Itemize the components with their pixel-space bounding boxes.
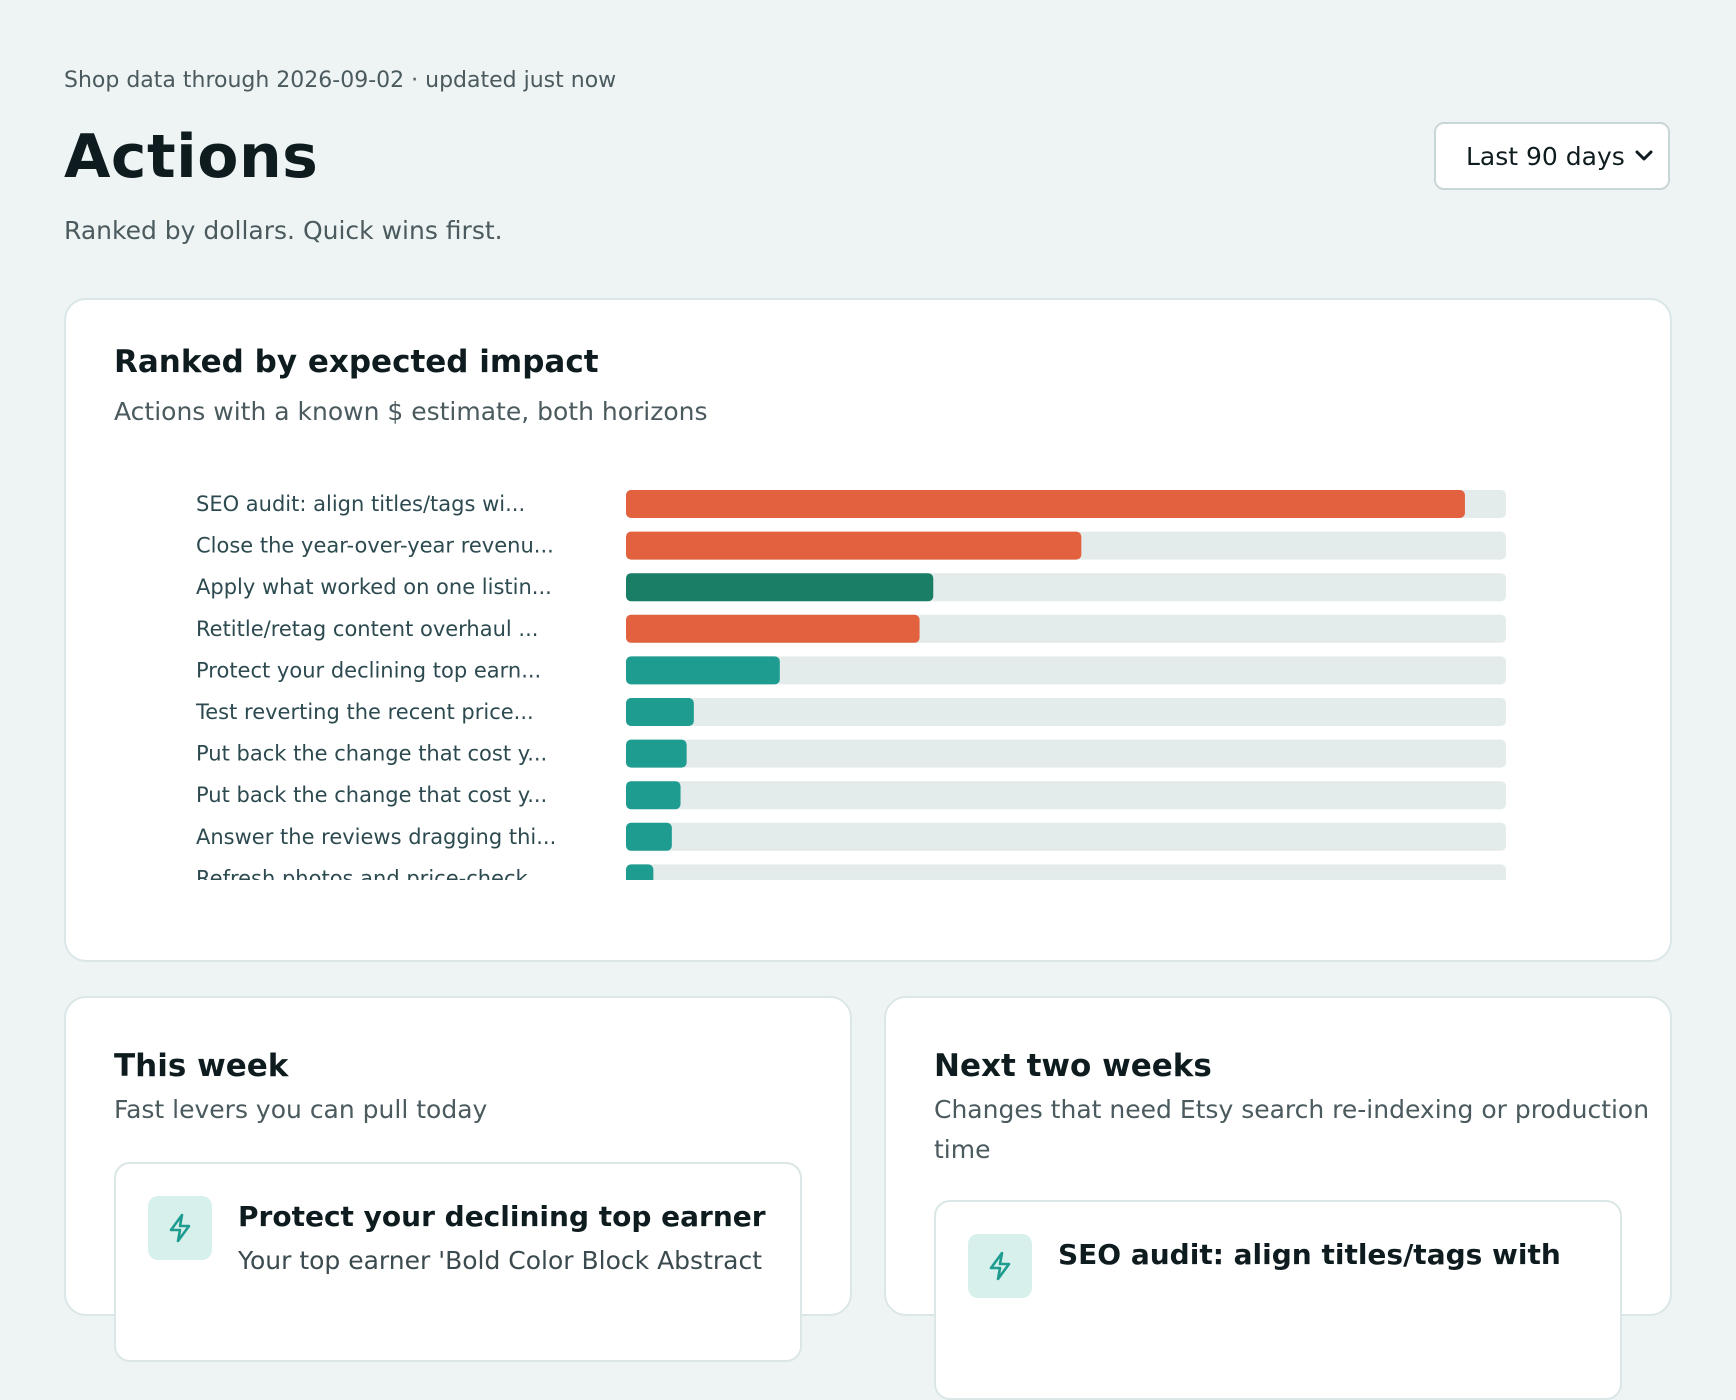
page-subtitle: Ranked by dollars. Quick wins first. (64, 216, 503, 245)
bar-category-label: Put back the change that cost y... (196, 742, 547, 766)
bar-track (626, 781, 1506, 810)
action-item-seo-audit[interactable]: SEO audit: align titles/tags with (934, 1200, 1622, 1400)
bar[interactable] (626, 864, 654, 880)
lightning-icon (968, 1234, 1032, 1298)
chevron-down-icon (1634, 144, 1654, 169)
bar-category-label: Refresh photos and price-check ... (196, 866, 554, 880)
action-item-protect-top-earner[interactable]: Protect your declining top earner Your t… (114, 1162, 802, 1362)
bar[interactable] (626, 531, 1082, 560)
bar-category-label: Test reverting the recent price... (195, 700, 534, 724)
this-week-card: This week Fast levers you can pull today… (64, 996, 852, 1362)
bar-category-label: Close the year-over-year revenu... (196, 534, 554, 558)
next-two-weeks-subtitle-line-1: Changes that need Etsy search re-indexin… (934, 1095, 1650, 1124)
this-week-title: This week (114, 1048, 289, 1084)
next-two-weeks-subtitle-line-2: time (934, 1135, 991, 1164)
bar[interactable] (626, 739, 687, 768)
bar-category-label: Answer the reviews dragging thi... (196, 825, 556, 849)
next-two-weeks-card: Next two weeks Changes that need Etsy se… (884, 996, 1672, 1400)
lightning-icon (148, 1196, 212, 1260)
bar-category-label: Retitle/retag content overhaul ... (196, 617, 538, 641)
bar[interactable] (626, 656, 780, 685)
this-week-subtitle: Fast levers you can pull today (114, 1095, 488, 1124)
impact-card: Ranked by expected impact Actions with a… (64, 298, 1672, 962)
bar[interactable] (626, 490, 1465, 518)
page-title: Actions (64, 122, 319, 192)
period-select[interactable]: Last 90 days (1434, 122, 1670, 190)
bar-track (626, 656, 1506, 685)
data-freshness-note: Shop data through 2026-09-02 · updated j… (64, 68, 617, 93)
bar[interactable] (626, 822, 672, 851)
action-item-description: Your top earner 'Bold Color Block Abstra… (238, 1246, 763, 1275)
bar[interactable] (626, 698, 694, 726)
impact-bar-chart: SEO audit: align titles/tags wi...$4,538… (195, 490, 1506, 880)
bar-category-label: Put back the change that cost y... (196, 783, 547, 807)
bar-category-label: Protect your declining top earn... (196, 658, 541, 682)
action-item-title: Protect your declining top earner (238, 1200, 766, 1233)
bar-category-label: Apply what worked on one listin... (196, 575, 552, 599)
bar-track (626, 698, 1506, 726)
next-two-weeks-title: Next two weeks (934, 1048, 1212, 1084)
bar[interactable] (626, 573, 934, 602)
impact-card-title: Ranked by expected impact (114, 344, 599, 380)
bar-track (626, 864, 1506, 880)
period-select-value: Last 90 days (1466, 141, 1625, 171)
bar-category-label: SEO audit: align titles/tags wi... (196, 492, 525, 516)
action-item-title: SEO audit: align titles/tags with (1058, 1238, 1561, 1271)
bar-track (626, 822, 1506, 851)
impact-card-subtitle: Actions with a known $ estimate, both ho… (114, 397, 708, 426)
bar[interactable] (626, 781, 681, 810)
bar-track (626, 739, 1506, 768)
bar[interactable] (626, 614, 920, 643)
